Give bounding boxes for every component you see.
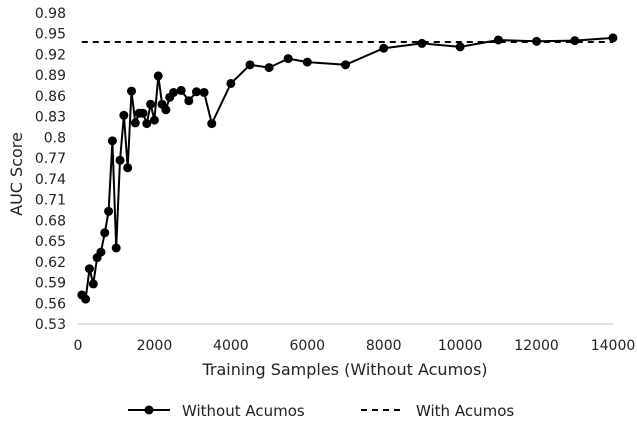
- x-tick-label: 14000: [591, 338, 636, 354]
- data-point: [283, 54, 293, 64]
- data-point: [302, 57, 312, 67]
- y-tick-label: 0.59: [35, 276, 66, 292]
- data-point: [111, 243, 121, 253]
- data-point: [245, 60, 255, 70]
- data-point: [142, 119, 152, 129]
- data-point: [264, 63, 274, 73]
- y-tick-label: 0.53: [35, 317, 66, 333]
- legend-label-without-acumos: Without Acumos: [182, 402, 305, 420]
- data-point: [153, 71, 163, 81]
- x-tick-label: 0: [74, 338, 83, 354]
- y-tick-label: 0.95: [35, 27, 66, 43]
- y-tick-label: 0.74: [35, 172, 66, 188]
- data-point: [169, 87, 179, 97]
- data-point: [107, 136, 117, 146]
- x-tick-label: 10000: [438, 338, 483, 354]
- y-tick-label: 0.71: [35, 193, 66, 209]
- data-point: [138, 108, 148, 118]
- y-tick-label: 0.62: [35, 255, 66, 271]
- y-tick-label: 0.56: [35, 296, 66, 312]
- x-tick-label: 12000: [514, 338, 559, 354]
- data-point: [130, 118, 140, 128]
- data-point: [100, 228, 110, 238]
- data-point: [149, 115, 159, 125]
- data-point: [119, 110, 129, 120]
- data-point: [417, 38, 427, 48]
- x-tick-label: 2000: [137, 338, 173, 354]
- data-point: [184, 96, 194, 106]
- data-point: [96, 247, 106, 257]
- y-tick-label: 0.92: [35, 47, 66, 63]
- x-axis-title: Training Samples (Without Acumos): [201, 360, 487, 379]
- y-tick-label: 0.65: [35, 234, 66, 250]
- y-tick-label: 0.86: [35, 89, 66, 105]
- data-point: [115, 155, 125, 165]
- data-point: [81, 294, 91, 304]
- series-layer: [77, 33, 618, 304]
- data-point: [341, 60, 350, 70]
- data-point: [608, 33, 618, 43]
- y-tick-label: 0.68: [35, 213, 66, 229]
- data-point: [84, 264, 94, 274]
- data-point: [207, 119, 217, 129]
- data-point: [127, 86, 136, 96]
- data-point: [191, 87, 201, 97]
- x-tick-label: 8000: [366, 338, 402, 354]
- data-point: [176, 85, 186, 95]
- y-tick-label: 0.83: [35, 110, 66, 126]
- data-point: [226, 78, 236, 88]
- legend: Without Acumos With Acumos: [128, 402, 514, 420]
- data-point: [570, 36, 580, 46]
- x-tick-label: 4000: [213, 338, 249, 354]
- data-point: [146, 99, 156, 109]
- data-point: [161, 105, 171, 115]
- y-axis-ticks: 0.53 0.56 0.59 0.62 0.65 0.68 0.71 0.74 0.77 0.8 0…: [35, 6, 66, 333]
- y-tick-label: 0.98: [35, 6, 66, 22]
- data-point: [379, 43, 389, 53]
- data-point: [455, 42, 465, 52]
- data-point: [199, 87, 209, 97]
- data-point: [104, 206, 114, 216]
- legend-marker-dot-without-acumos: [144, 405, 154, 415]
- x-tick-label: 6000: [289, 338, 325, 354]
- y-axis-title: AUC Score: [7, 132, 26, 216]
- legend-label-with-acumos: With Acumos: [416, 402, 514, 420]
- y-tick-label: 0.89: [35, 68, 66, 84]
- data-point: [123, 163, 133, 173]
- x-axis-ticks: 0 2000 4000 6000 8000 10000 12000 14000: [74, 338, 636, 354]
- y-tick-label: 0.8: [44, 130, 66, 146]
- data-point: [88, 279, 98, 289]
- data-point: [493, 35, 503, 45]
- y-tick-label: 0.77: [35, 151, 66, 167]
